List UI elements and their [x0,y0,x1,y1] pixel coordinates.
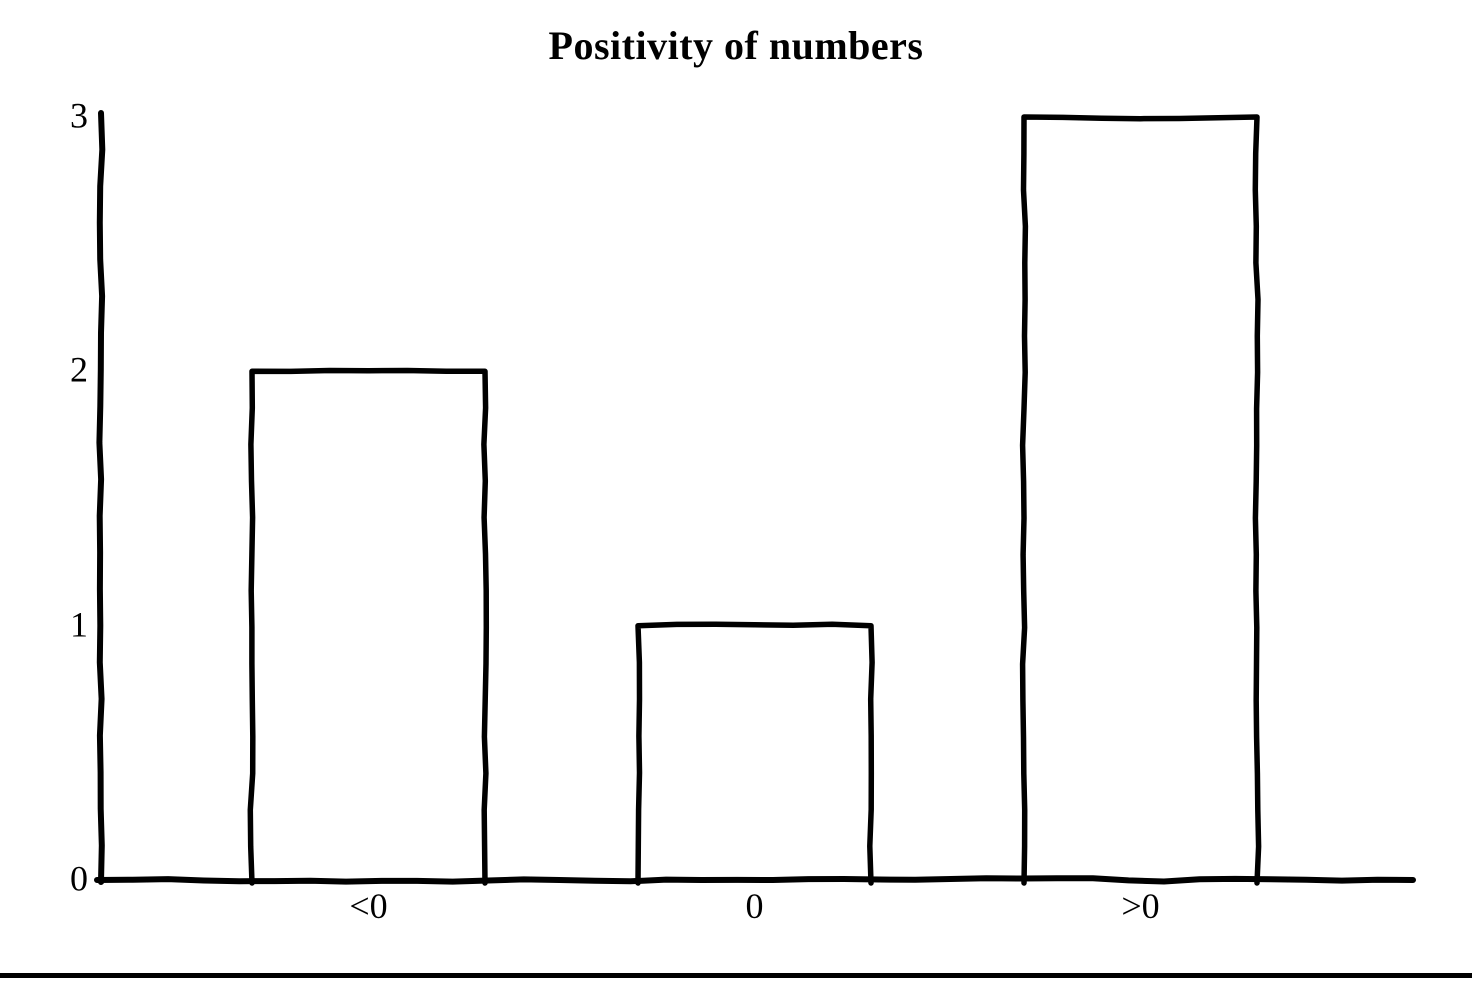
y-tick-label-1: 1 [70,604,88,645]
x-axis [94,875,1416,885]
chart-title: Positivity of numbers [548,23,924,68]
page-bottom-rule [0,973,1472,978]
x-category-label-2: >0 [1121,886,1160,926]
y-tick-label-3: 3 [70,95,88,136]
x-category-label-0: <0 [349,886,388,926]
x-category-label-1: 0 [745,886,764,926]
bar->0 [1019,114,1262,886]
y-tick-label-0: 0 [70,858,88,899]
y-axis [96,110,106,885]
bar-<0 [247,367,490,886]
y-tick-label-2: 2 [70,349,88,390]
bar-0 [635,621,875,886]
